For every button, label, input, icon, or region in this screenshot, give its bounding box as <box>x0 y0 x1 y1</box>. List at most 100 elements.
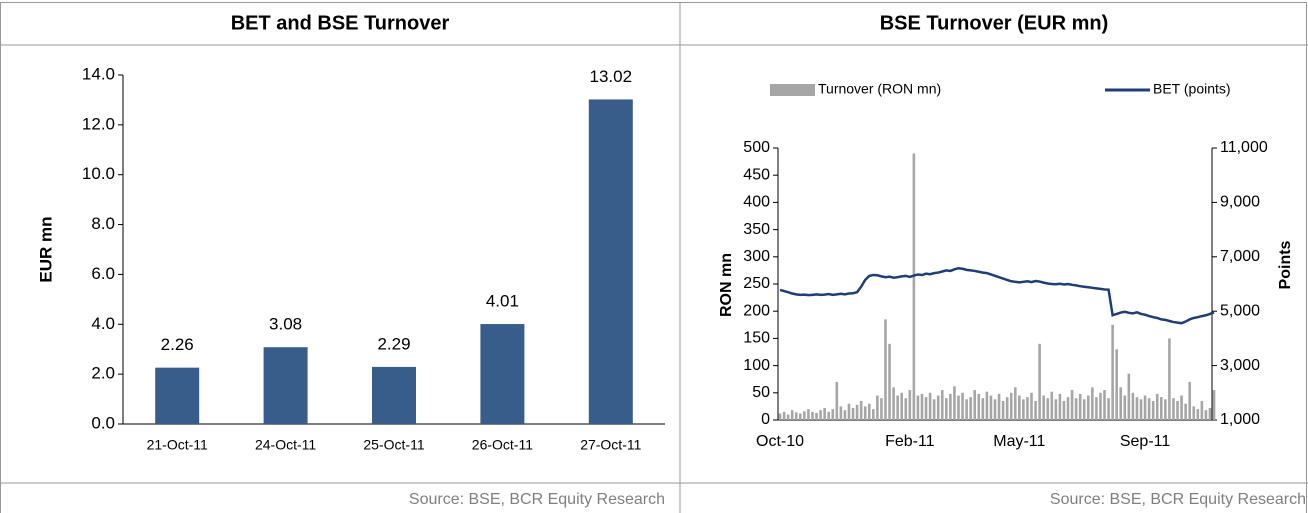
bar <box>1095 397 1098 420</box>
y-tick-label: 8.0 <box>91 214 115 233</box>
value-label: 3.08 <box>269 315 302 334</box>
y2-tick-label: 7,000 <box>1220 248 1260 265</box>
bar <box>924 397 928 420</box>
x-tick-label: 24-Oct-11 <box>255 437 316 453</box>
bar <box>969 397 972 420</box>
x-tick-label: 26-Oct-11 <box>472 437 533 453</box>
bar <box>807 409 810 420</box>
line <box>779 266 1215 325</box>
bar <box>880 398 883 420</box>
bar <box>1022 399 1025 420</box>
bar <box>908 390 912 420</box>
y-tick-label: 0.0 <box>91 413 115 432</box>
bar <box>1018 395 1021 420</box>
y-axis-label: RON mn <box>718 253 735 317</box>
bar <box>1135 397 1139 420</box>
bar <box>867 403 871 420</box>
bar <box>839 406 843 420</box>
bar <box>965 399 968 420</box>
bar <box>1013 387 1017 420</box>
bar <box>1030 392 1033 420</box>
x-tick-label: Sep-11 <box>1120 433 1171 450</box>
bar <box>1046 398 1050 420</box>
y-tick-label: 2.0 <box>91 364 115 383</box>
bar <box>851 408 855 420</box>
y-axis-label: EUR mn <box>36 216 55 282</box>
y-tick-label: 14.0 <box>82 64 115 83</box>
bar <box>1123 395 1127 420</box>
chart-title: BSE Turnover (EUR mn) <box>880 12 1109 34</box>
y2-tick-label: 11,000 <box>1220 139 1268 156</box>
bar <box>778 413 782 420</box>
bar <box>981 398 985 420</box>
value-label: 2.29 <box>377 334 410 353</box>
bar <box>827 411 831 420</box>
bar <box>1074 398 1078 420</box>
y-tick-label: 4.0 <box>91 314 115 333</box>
value-label: 13.02 <box>590 67 633 86</box>
bar <box>957 395 960 420</box>
value-label: 2.26 <box>161 335 194 354</box>
y2-tick-label: 3,000 <box>1220 357 1260 374</box>
y2-tick-label: 5,000 <box>1220 302 1260 319</box>
y2-tick-label: 9,000 <box>1220 194 1260 211</box>
bar <box>782 411 786 420</box>
bar <box>872 409 875 420</box>
bar <box>997 393 1001 420</box>
bar <box>372 366 416 424</box>
bar <box>932 399 936 420</box>
y-tick-label: 10.0 <box>82 164 115 183</box>
bar <box>989 395 993 420</box>
bar <box>811 411 814 420</box>
legend-swatch <box>770 84 815 96</box>
bar <box>1111 324 1114 420</box>
x-tick-label: Feb-11 <box>885 433 935 450</box>
bar <box>1078 393 1082 420</box>
bar <box>803 411 806 420</box>
y2-axis-label: Points <box>1277 240 1294 289</box>
bar <box>1009 392 1013 420</box>
y-tick-label: 6.0 <box>91 264 115 283</box>
bar <box>480 324 525 424</box>
y-tick-label: 300 <box>743 248 770 265</box>
bar <box>936 395 940 420</box>
bar <box>1066 397 1070 420</box>
bar <box>985 391 989 420</box>
y2-tick-label: 1,000 <box>1220 411 1260 428</box>
bar <box>916 395 920 420</box>
bar <box>940 390 944 420</box>
bar <box>896 395 899 420</box>
bar <box>794 412 798 420</box>
bar <box>977 393 981 420</box>
bar <box>1050 391 1054 420</box>
source-note: Source: BSE, BCR Equity Research <box>1050 491 1306 508</box>
bar <box>973 390 977 420</box>
bar <box>949 393 952 420</box>
bar <box>843 410 847 420</box>
x-tick-label: May-11 <box>993 433 1045 450</box>
bar <box>1192 406 1196 420</box>
bar <box>1188 381 1191 420</box>
y-tick-label: 250 <box>743 275 770 292</box>
bar <box>786 414 790 420</box>
x-tick-label: 21-Oct-11 <box>147 437 208 453</box>
bar <box>1168 338 1171 420</box>
bar <box>1062 400 1066 420</box>
y-tick-label: 350 <box>743 221 770 238</box>
legend-label: BET (points) <box>1153 81 1231 97</box>
bar <box>884 319 887 420</box>
bar <box>1208 408 1212 420</box>
bar <box>1034 400 1037 420</box>
x-tick-label: 25-Oct-11 <box>363 437 424 453</box>
bar <box>1054 399 1058 420</box>
y-tick-label: 12.0 <box>82 114 115 133</box>
bar <box>1119 387 1123 420</box>
bar <box>1058 393 1062 420</box>
bar <box>920 393 924 420</box>
bar <box>1091 387 1094 420</box>
bar <box>1026 397 1029 420</box>
bar <box>1212 390 1216 420</box>
bar <box>1086 395 1090 420</box>
bar <box>835 381 839 420</box>
